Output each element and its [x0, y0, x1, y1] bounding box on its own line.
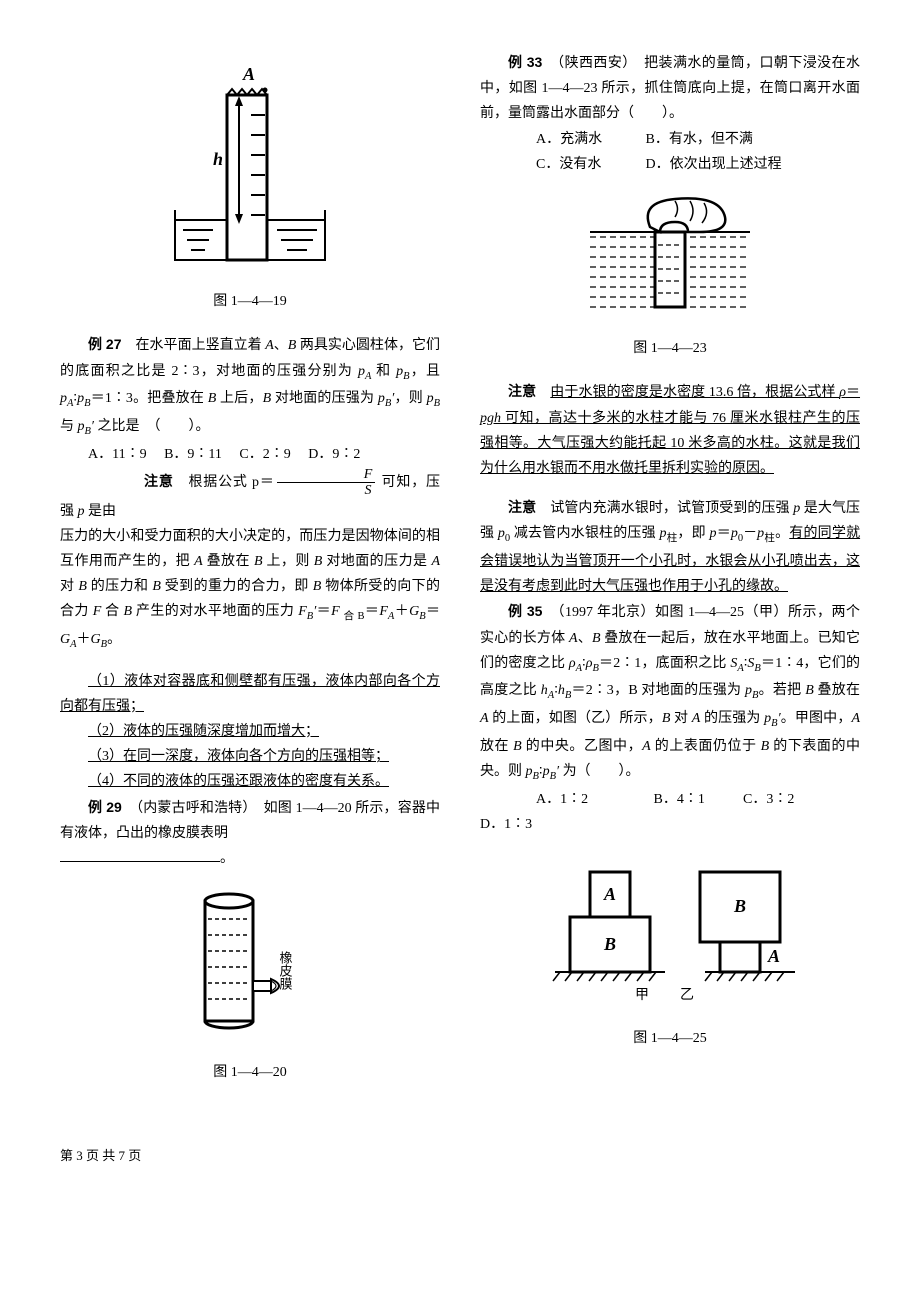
fig25-乙-A: A — [767, 946, 780, 966]
left-column: A h 图 1—4—19 例 27 在水平面上竖直立着 A、B 两具实心圆柱体，… — [60, 50, 440, 1104]
answer-blank[interactable] — [60, 861, 220, 862]
ex35-optC: C．3∶2 — [743, 792, 794, 807]
page-footer: 第 3 页 共 7 页 — [60, 1144, 860, 1167]
fig23-caption: 图 1—4—23 — [480, 336, 860, 361]
page-columns: A h 图 1—4—19 例 27 在水平面上竖直立着 A、B 两具实心圆柱体，… — [60, 50, 860, 1104]
ex33-title: 例 33 — [508, 54, 542, 70]
ex35: 例 35 （1997 年北京）如图 1—4—25（甲）所示，两个实心的长方体 A… — [480, 599, 860, 786]
ex35-options: A．1∶2 B．4∶1 C．3∶2 — [480, 787, 860, 812]
fig19-label-A: A — [242, 64, 255, 84]
fig20-label: 橡皮膜 — [278, 951, 293, 990]
ex35-optA: A．1∶2 — [508, 787, 608, 812]
frac-F-S: FS — [277, 467, 376, 499]
figure-1-4-25: A B B A — [480, 847, 860, 1016]
ex27-title: 例 27 — [88, 336, 122, 352]
right-column: 例 33 （陕西西安） 把装满水的量筒，口朝下浸没在水中，如图 1—4—23 所… — [480, 50, 860, 1104]
ex27-note-cont: 压力的大小和受力面积的大小决定的，而压力是因物体间的相互作用而产生的，把 A 叠… — [60, 524, 440, 655]
fig25-乙-B: B — [733, 896, 746, 916]
fig23-svg — [580, 187, 760, 317]
fig25-甲-B: B — [603, 934, 616, 954]
ex27-optD: D．9∶2 — [308, 447, 360, 462]
ex33-optD: D．依次出现上述过程 — [646, 157, 782, 172]
note1: 注意 由于水银的密度是水密度 13.6 倍，根据公式样 ρ＝pgh 可知，高达十… — [480, 379, 860, 481]
figure-1-4-23 — [480, 187, 860, 326]
fig19-caption: 图 1—4—19 — [60, 289, 440, 314]
fig25-caption: 图 1—4—25 — [480, 1026, 860, 1051]
liquid-p3: （3）在同一深度，液体向各个方向的压强相等； — [60, 744, 440, 769]
ex27-optC: C．2∶9 — [239, 447, 290, 462]
ex27-note-b1: 根据公式 p＝ — [188, 475, 274, 490]
figure-1-4-19: A h — [60, 60, 440, 279]
fig25-甲-A: A — [603, 884, 616, 904]
fig19-svg: A h — [165, 60, 335, 270]
ex27-optA: A．11∶9 — [88, 447, 147, 462]
ex33-optA: A．充满水 — [508, 127, 628, 152]
ex27: 例 27 在水平面上竖直立着 A、B 两具实心圆柱体，它们的底面积之比是 2∶3… — [60, 332, 440, 441]
note2-label: 注意 — [508, 499, 536, 515]
fig19-label-h: h — [213, 149, 223, 169]
ex35-optD-row: D．1∶3 — [480, 812, 860, 837]
ex35-optD: D．1∶3 — [480, 817, 532, 832]
liquid-p2: （2）液体的压强随深度增加而增大； — [60, 719, 440, 744]
fig25-sub-left: 甲 — [635, 988, 649, 1003]
figure-1-4-20: 橡皮膜 — [60, 881, 440, 1050]
note2-body: 试管内充满水银时，试管顶受到的压强 p 是大气压强 p0 减去管内水银柱的压强 … — [480, 501, 860, 594]
ex33-optC: C．没有水 — [508, 152, 628, 177]
note1-label: 注意 — [508, 383, 536, 399]
spacer — [480, 481, 860, 495]
liquid-p1: （1）液体对容器底和侧壁都有压强，液体内部向各个方向都有压强； — [60, 669, 440, 719]
liquid-p4: （4）不同的液体的压强还跟液体的密度有关系。 — [60, 769, 440, 794]
ex35-title: 例 35 — [508, 603, 542, 619]
note1-body: 由于水银的密度是水密度 13.6 倍，根据公式样 ρ＝pgh 可知，高达十多米的… — [480, 385, 860, 476]
ex35-body: （1997 年北京）如图 1—4—25（甲）所示，两个实心的长方体 A、B 叠放… — [480, 605, 860, 779]
ex35-optB: B．4∶1 — [626, 787, 726, 812]
fig20-caption: 图 1—4—20 — [60, 1060, 440, 1085]
ex29: 例 29 （内蒙古呼和浩特） 如图 1—4—20 所示，容器中有液体，凸出的橡皮… — [60, 795, 440, 846]
ex33-options-row1: A．充满水 B．有水，但不满 — [480, 127, 860, 152]
ex29-end: 。 — [220, 851, 234, 866]
ex33-options-row2: C．没有水 D．依次出现上述过程 — [480, 152, 860, 177]
ex27-body: 在水平面上竖直立着 A、B 两具实心圆柱体，它们的底面积之比是 2∶3，对地面的… — [60, 338, 440, 434]
ex27-note-label: 注意 — [144, 473, 174, 489]
ex33-optB: B．有水，但不满 — [646, 132, 753, 147]
fig25-svg: A B B A — [520, 847, 820, 1007]
fig20-svg: 橡皮膜 — [175, 881, 325, 1041]
ex27-options: A．11∶9 B．9∶11 C．2∶9 D．9∶2 — [60, 442, 440, 467]
fig25-sub-right: 乙 — [680, 987, 694, 1003]
ex27-optB: B．9∶11 — [164, 447, 222, 462]
ex29-title: 例 29 — [88, 799, 122, 815]
ex27-note: 注意 根据公式 p＝FS 可知，压强 p 是由 — [60, 467, 440, 524]
ex33: 例 33 （陕西西安） 把装满水的量筒，口朝下浸没在水中，如图 1—4—23 所… — [480, 50, 860, 127]
ex29-blank: 。 — [60, 846, 440, 871]
spacer — [60, 655, 440, 669]
note2: 注意 试管内充满水银时，试管顶受到的压强 p 是大气压强 p0 减去管内水银柱的… — [480, 495, 860, 599]
